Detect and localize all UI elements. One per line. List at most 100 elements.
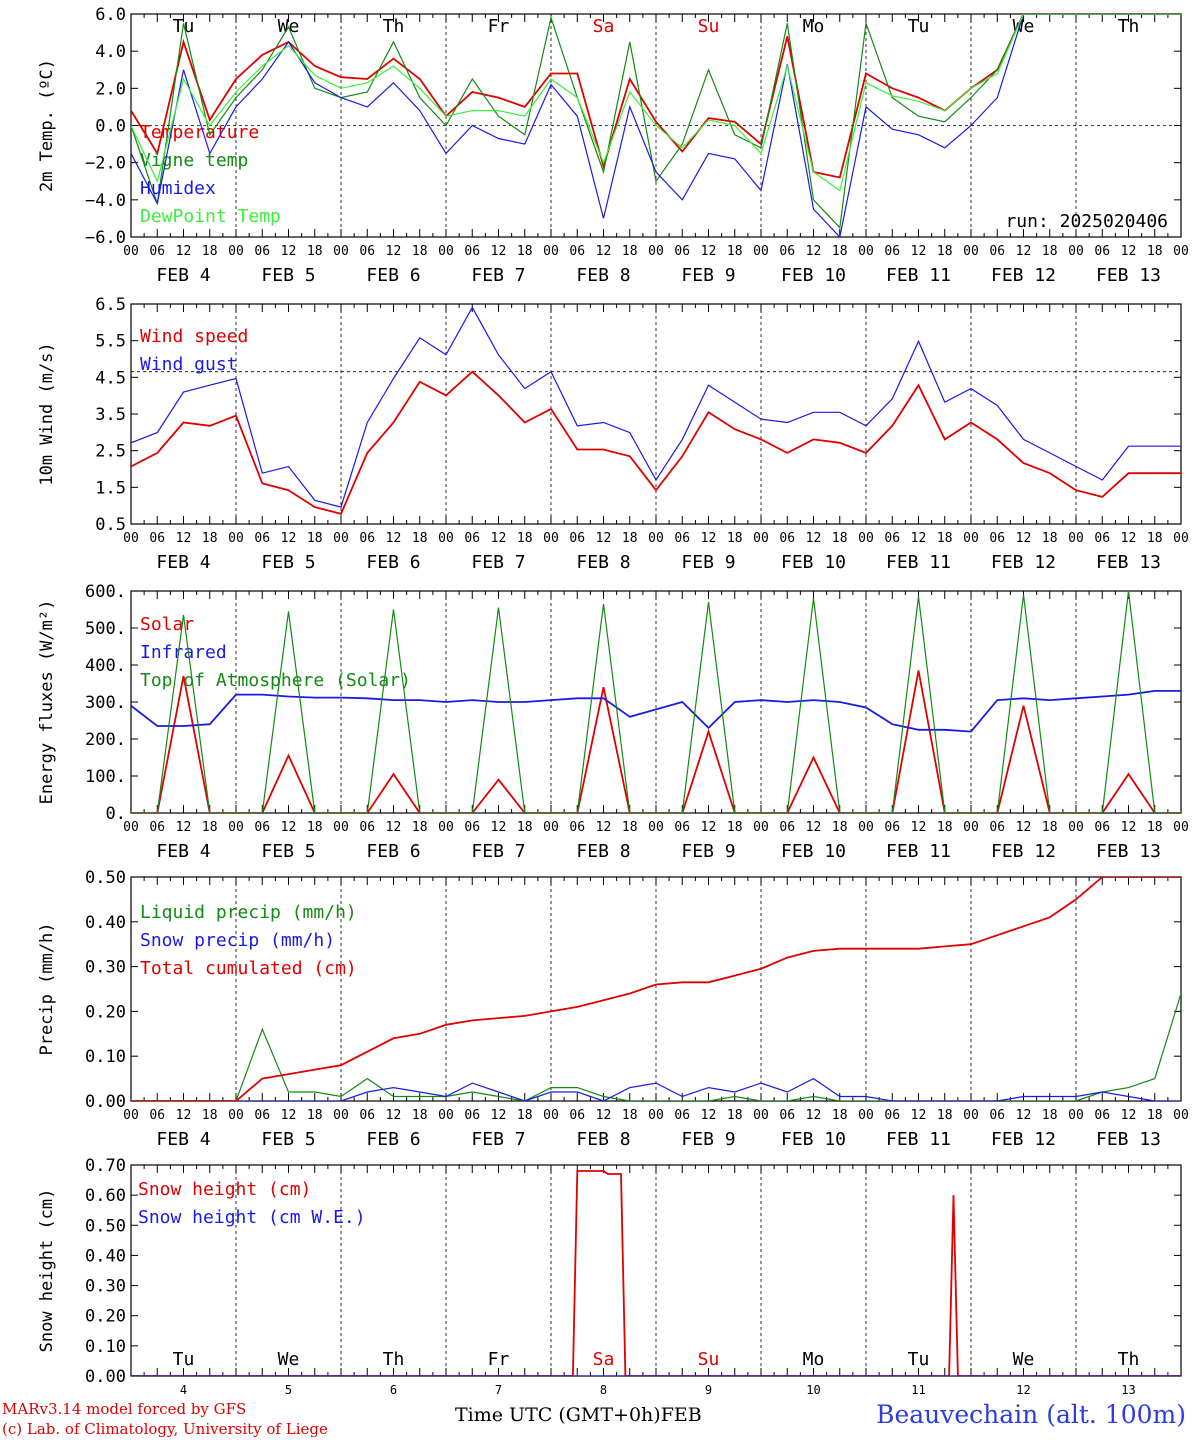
weekday-label: Fr [488, 16, 510, 37]
hour-tick-label: 12 [491, 820, 507, 835]
hour-tick-label: 12 [491, 1108, 507, 1123]
legend-label: Vigne temp [140, 150, 248, 171]
hour-tick-label: 06 [884, 820, 900, 835]
weekday-label: Th [383, 16, 405, 37]
hour-tick-label: 00 [753, 1108, 769, 1123]
date-label: FEB 10 [781, 552, 846, 573]
hour-tick-label: 00 [963, 531, 979, 546]
date-label: FEB 8 [576, 265, 630, 286]
hour-tick-label: 00 [648, 820, 664, 835]
y-tick-label: 300. [85, 693, 126, 713]
series-line-vigne-temp [131, 14, 1181, 230]
legend-label: Wind speed [140, 326, 248, 347]
hour-tick-label: 12 [1016, 1108, 1032, 1123]
hour-tick-label: 18 [307, 820, 323, 835]
date-label: FEB 9 [681, 552, 735, 573]
date-label: FEB 8 [576, 552, 630, 573]
hour-tick-label: 06 [149, 1108, 165, 1123]
hour-tick-label: 06 [569, 1108, 585, 1123]
date-label: FEB 4 [156, 552, 210, 573]
x-axis-month: FEB [660, 1404, 702, 1426]
y-tick-label: 200. [85, 730, 126, 750]
weekday-label: Su [698, 1349, 720, 1370]
hour-tick-label: 18 [202, 531, 218, 546]
hour-tick-label: 18 [1147, 244, 1163, 259]
hour-tick-label: 00 [438, 244, 454, 259]
hour-tick-label: 06 [569, 531, 585, 546]
series-line-dewpoint-temp [131, 14, 1181, 192]
hour-tick-label: 18 [937, 820, 953, 835]
hour-tick-label: 18 [937, 1108, 953, 1123]
hour-tick-label: 18 [1042, 244, 1058, 259]
hour-tick-label: 00 [648, 531, 664, 546]
hour-tick-label: 06 [884, 531, 900, 546]
day-number-label: 11 [911, 1383, 925, 1397]
y-tick-label: 4.5 [95, 368, 126, 388]
hour-tick-label: 12 [911, 244, 927, 259]
hour-tick-label: 00 [543, 820, 559, 835]
hour-tick-label: 12 [386, 820, 402, 835]
weekday-label: We [278, 1349, 300, 1370]
y-axis-label: Energy fluxes (W/m²) [37, 600, 57, 805]
hour-tick-label: 06 [464, 820, 480, 835]
weekday-label: Su [698, 16, 720, 37]
hour-tick-label: 00 [753, 531, 769, 546]
date-label: FEB 5 [261, 265, 315, 286]
hour-tick-label: 12 [806, 244, 822, 259]
series-line-total-cumulated-cm- [131, 877, 1181, 1101]
hour-tick-label: 06 [569, 244, 585, 259]
hour-tick-label: 18 [202, 1108, 218, 1123]
hour-tick-label: 00 [228, 531, 244, 546]
hour-tick-label: 12 [176, 531, 192, 546]
hour-tick-label: 06 [254, 531, 270, 546]
date-label: FEB 5 [261, 1129, 315, 1150]
hour-tick-label: 18 [412, 531, 428, 546]
hour-tick-label: 12 [806, 531, 822, 546]
hour-tick-label: 06 [359, 244, 375, 259]
date-label: FEB 9 [681, 1129, 735, 1150]
series-line-solar [131, 670, 1181, 813]
hour-tick-label: 12 [1121, 244, 1137, 259]
hour-tick-label: 18 [727, 820, 743, 835]
hour-tick-label: 12 [1121, 820, 1137, 835]
hour-tick-label: 12 [176, 820, 192, 835]
hour-tick-label: 18 [937, 531, 953, 546]
hour-tick-label: 00 [1068, 1108, 1084, 1123]
hour-tick-label: 18 [1147, 1108, 1163, 1123]
hour-tick-label: 12 [491, 244, 507, 259]
hour-tick-label: 00 [858, 1108, 874, 1123]
hour-tick-label: 00 [228, 820, 244, 835]
hour-tick-label: 00 [543, 1108, 559, 1123]
hour-tick-label: 00 [1068, 244, 1084, 259]
hour-tick-label: 12 [806, 1108, 822, 1123]
y-tick-label: 0.70 [85, 1156, 126, 1176]
hour-tick-label: 18 [307, 1108, 323, 1123]
hour-tick-label: 12 [596, 820, 612, 835]
hour-tick-label: 12 [911, 1108, 927, 1123]
hour-tick-label: 06 [254, 1108, 270, 1123]
date-label: FEB 4 [156, 1129, 210, 1150]
hour-tick-label: 06 [464, 531, 480, 546]
hour-tick-label: 06 [779, 531, 795, 546]
hour-tick-label: 12 [1121, 1108, 1137, 1123]
hour-tick-label: 12 [281, 531, 297, 546]
hour-tick-label: 06 [1094, 531, 1110, 546]
hour-tick-label: 00 [1173, 1108, 1189, 1123]
hour-tick-label: 12 [701, 531, 717, 546]
legend-label: Temperature [140, 122, 259, 143]
date-label: FEB 11 [886, 265, 951, 286]
hour-tick-label: 00 [1173, 244, 1189, 259]
legend-label: Total cumulated (cm) [140, 958, 357, 979]
hour-tick-label: 06 [464, 244, 480, 259]
y-tick-label: −2.0 [85, 154, 126, 174]
y-tick-label: 0.10 [85, 1047, 126, 1067]
weekday-label: Th [1118, 16, 1140, 37]
hour-tick-label: 18 [937, 244, 953, 259]
hour-tick-label: 18 [832, 1108, 848, 1123]
hour-tick-label: 12 [1121, 531, 1137, 546]
hour-tick-label: 12 [911, 820, 927, 835]
date-label: FEB 7 [471, 265, 525, 286]
series-line-liquid-precip-mm-h- [131, 993, 1181, 1101]
hour-tick-label: 12 [596, 1108, 612, 1123]
